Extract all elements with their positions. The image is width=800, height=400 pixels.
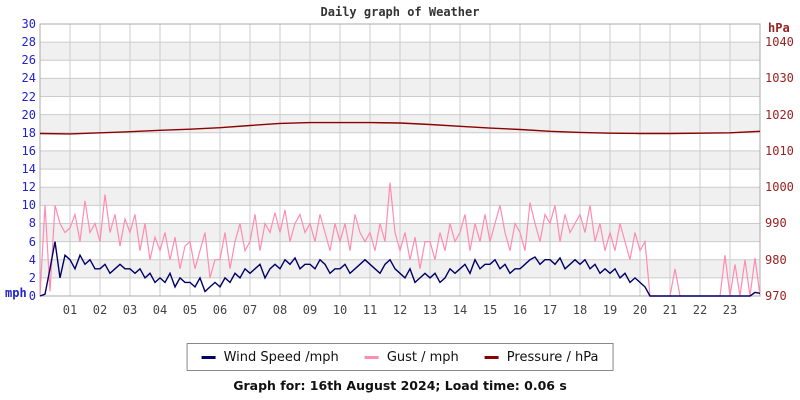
x-axis-tick: 03 — [122, 303, 138, 317]
legend-label-pressure: Pressure / hPa — [506, 349, 599, 365]
band — [40, 205, 760, 224]
band — [40, 78, 760, 97]
left-axis-tick: 8 — [28, 216, 36, 231]
x-axis-tick: 14 — [452, 303, 468, 317]
right-axis-tick: 1020 — [765, 107, 794, 122]
right-axis-tick: 990 — [765, 216, 787, 231]
x-axis-tick: 15 — [482, 303, 498, 317]
x-axis-tick: 22 — [692, 303, 708, 317]
band — [40, 241, 760, 260]
x-axis-tick: 11 — [362, 303, 378, 317]
band — [40, 24, 760, 43]
x-axis-tick: 19 — [602, 303, 618, 317]
left-axis-tick: 16 — [21, 143, 36, 158]
legend-item-wind-speed: Wind Speed /mph — [201, 349, 339, 365]
band — [40, 96, 760, 115]
x-axis-tick: 18 — [572, 303, 588, 317]
band — [40, 150, 760, 170]
x-axis-tick: 12 — [392, 303, 408, 317]
right-axis-tick: 970 — [765, 289, 787, 303]
x-axis-tick: 07 — [242, 303, 258, 317]
left-axis-unit-label: mph — [5, 286, 27, 300]
left-axis-tick: 28 — [21, 35, 36, 50]
band — [40, 132, 760, 151]
chart-title: Daily graph of Weather — [320, 5, 480, 19]
graph-footer-text: Graph for: 16th August 2024; Load time: … — [233, 378, 567, 393]
pressure-line — [39, 121, 761, 135]
left-axis-tick: 20 — [21, 107, 36, 122]
left-axis-tick: 14 — [21, 162, 36, 177]
x-axis-tick: 09 — [302, 303, 318, 317]
x-axis-tick: 02 — [92, 303, 108, 317]
band — [40, 114, 760, 133]
x-axis-tick: 06 — [212, 303, 228, 317]
legend-label-gust: Gust / mph — [386, 349, 459, 365]
band — [40, 169, 760, 188]
left-axis-tick: 18 — [21, 125, 36, 140]
right-axis-tick: 1000 — [765, 180, 794, 195]
x-axis-tick: 20 — [632, 303, 648, 317]
right-axis-tick: 1010 — [765, 143, 794, 158]
x-axis-tick: 10 — [332, 303, 348, 317]
x-axis-tick: 13 — [422, 303, 438, 317]
gust-line — [39, 182, 761, 297]
band — [40, 277, 760, 296]
left-axis-tick: 22 — [21, 89, 36, 104]
right-axis-tick: 1030 — [765, 71, 794, 86]
x-axis-tick: 21 — [662, 303, 678, 317]
left-axis-tick: 4 — [28, 252, 36, 267]
left-axis-tick: 26 — [21, 53, 36, 68]
x-axis-tick: 04 — [152, 303, 168, 317]
x-axis-tick: 16 — [512, 303, 528, 317]
wind-speed-line — [39, 241, 761, 297]
pressure-line-swatch — [484, 355, 499, 359]
band — [40, 223, 760, 242]
left-axis-tick: 6 — [28, 234, 36, 249]
legend-item-pressure: Pressure / hPa — [484, 349, 599, 365]
band — [40, 187, 760, 206]
left-axis-tick: 30 — [21, 17, 36, 31]
left-axis-tick: 0 — [28, 289, 36, 303]
left-axis-tick: 2 — [28, 270, 36, 285]
gust-line-swatch — [364, 355, 379, 359]
left-axis-tick: 12 — [21, 180, 36, 195]
legend-item-gust: Gust / mph — [364, 349, 459, 365]
right-axis-tick: 980 — [765, 252, 787, 267]
x-axis-tick: 23 — [722, 303, 738, 317]
x-axis-tick: 01 — [62, 303, 78, 317]
right-axis-tick: 1040 — [765, 35, 794, 50]
x-axis-tick: 05 — [182, 303, 198, 317]
band — [40, 60, 760, 79]
left-axis-tick: 10 — [21, 198, 36, 213]
x-axis-tick: 17 — [542, 303, 558, 317]
chart-legend: Wind Speed /mph Gust / mph Pressure / hP… — [186, 343, 614, 371]
left-axis-tick: 24 — [21, 71, 36, 86]
right-axis-unit-label: hPa — [768, 21, 790, 35]
band — [40, 259, 760, 278]
x-axis-tick: 08 — [272, 303, 288, 317]
legend-label-wind-speed: Wind Speed /mph — [223, 349, 339, 365]
band — [40, 42, 760, 61]
wind-speed-line-swatch — [201, 355, 216, 359]
